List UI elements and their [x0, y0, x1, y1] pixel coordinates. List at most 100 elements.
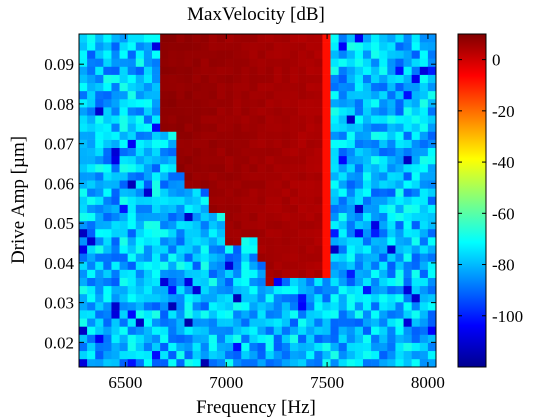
heatmap-cell — [298, 245, 307, 254]
heatmap-cell — [249, 212, 258, 222]
heatmap-cell — [111, 107, 120, 116]
heatmap-cell — [79, 318, 88, 327]
heatmap-cell — [95, 90, 104, 100]
heatmap-cell — [111, 358, 120, 368]
heatmap-cell — [265, 342, 275, 352]
heatmap-cell — [111, 131, 120, 140]
heatmap-cell — [330, 261, 339, 270]
heatmap-cell — [354, 34, 364, 43]
heatmap-cell — [257, 123, 266, 132]
heatmap-cell — [241, 204, 250, 213]
heatmap-cell — [111, 318, 120, 327]
heatmap-cell — [152, 196, 161, 205]
heatmap-cell — [411, 204, 421, 213]
heatmap-cell — [241, 147, 250, 157]
heatmap-cell — [257, 131, 266, 140]
heatmap-cell — [289, 269, 299, 278]
heatmap-cell — [265, 302, 275, 311]
heatmap-cell — [216, 358, 226, 368]
heatmap-cell — [225, 34, 234, 43]
heatmap-cell — [233, 115, 242, 124]
heatmap-cell — [281, 74, 291, 84]
heatmap-cell — [127, 342, 137, 352]
heatmap-cell — [298, 163, 307, 173]
heatmap-cell — [249, 180, 258, 189]
heatmap-cell — [427, 245, 437, 254]
heatmap-cell — [168, 155, 177, 165]
heatmap-cell — [241, 172, 250, 181]
heatmap-cell — [208, 196, 218, 205]
heatmap-cell — [127, 147, 137, 157]
heatmap-cell — [127, 204, 137, 213]
heatmap-cell — [419, 334, 429, 343]
heatmap-cell — [200, 310, 210, 319]
heatmap-cell — [160, 253, 169, 262]
heatmap-cell — [419, 58, 429, 67]
heatmap-cell — [387, 245, 396, 254]
heatmap-cell — [257, 82, 266, 92]
heatmap-cell — [354, 50, 364, 59]
heatmap-cell — [135, 277, 145, 287]
heatmap-cell — [411, 269, 421, 278]
heatmap-cell — [168, 98, 177, 108]
heatmap-cell — [233, 228, 242, 238]
heatmap-cell — [387, 253, 396, 262]
heatmap-cell — [419, 34, 429, 43]
heatmap-cell — [95, 42, 104, 51]
heatmap-cell — [281, 318, 291, 327]
heatmap-cell — [208, 74, 218, 84]
heatmap-cell — [257, 180, 266, 189]
heatmap-cell — [225, 269, 234, 278]
heatmap-cell — [273, 285, 283, 295]
heatmap-cell — [225, 261, 234, 270]
heatmap-cell — [87, 318, 96, 327]
heatmap-cell — [216, 50, 226, 59]
heatmap-cell — [192, 98, 201, 108]
heatmap-cell — [184, 293, 193, 303]
heatmap-cell — [135, 302, 145, 311]
heatmap-cell — [427, 123, 437, 132]
heatmap-cell — [192, 107, 201, 116]
heatmap-cell — [322, 293, 331, 303]
heatmap-cell — [87, 155, 96, 165]
heatmap-cell — [160, 172, 169, 181]
x-tick-label: 6500 — [108, 373, 142, 392]
heatmap-cell — [152, 115, 161, 124]
heatmap-cell — [411, 163, 421, 173]
heatmap-cell — [79, 98, 88, 108]
heatmap-cell — [127, 334, 137, 343]
heatmap-cell — [371, 188, 380, 197]
heatmap-cell — [160, 163, 169, 173]
heatmap-cell — [289, 261, 299, 270]
heatmap-cell — [298, 131, 307, 140]
heatmap-cell — [411, 155, 421, 165]
heatmap-cell — [208, 180, 218, 189]
heatmap-cell — [184, 34, 193, 43]
heatmap-cell — [298, 277, 307, 287]
heatmap-cell — [233, 237, 242, 246]
heatmap-cell — [379, 342, 388, 352]
heatmap-cell — [152, 90, 161, 100]
heatmap-cell — [306, 310, 315, 319]
heatmap-cell — [103, 98, 112, 108]
heatmap-cell — [233, 107, 242, 116]
heatmap-cell — [184, 107, 193, 116]
heatmap-cell — [371, 293, 380, 303]
heatmap-cell — [249, 172, 258, 181]
heatmap-cell — [362, 74, 372, 84]
heatmap-cell — [273, 350, 283, 360]
heatmap-cell — [387, 358, 396, 368]
heatmap-cell — [192, 228, 201, 238]
heatmap-cell — [330, 42, 339, 51]
heatmap-cell — [306, 293, 315, 303]
heatmap-cell — [216, 66, 226, 75]
heatmap-cell — [362, 318, 372, 327]
heatmap-cell — [87, 237, 96, 246]
heatmap-cell — [306, 82, 315, 92]
heatmap-cell — [362, 34, 372, 43]
heatmap-cell — [184, 98, 193, 108]
heatmap-cell — [411, 358, 421, 368]
heatmap-cell — [257, 163, 266, 173]
heatmap-cell — [306, 358, 315, 368]
heatmap-cell — [257, 310, 266, 319]
